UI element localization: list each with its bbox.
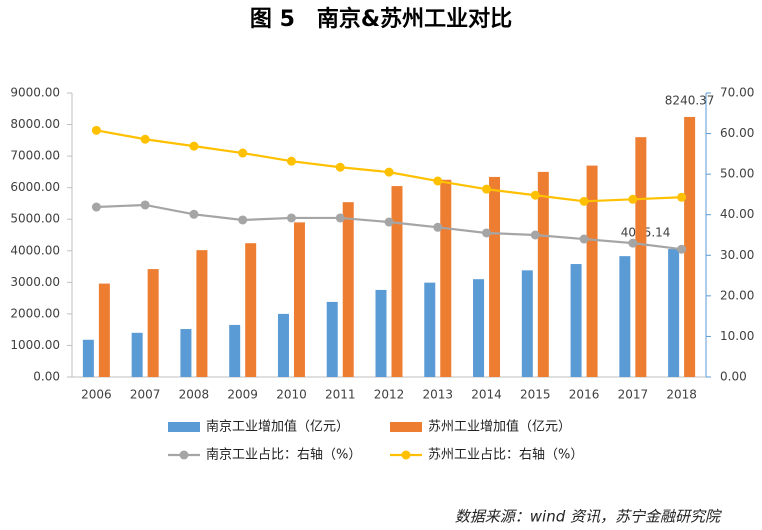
bar: [489, 176, 501, 377]
point: [238, 215, 248, 225]
point: [433, 176, 443, 186]
point: [238, 148, 248, 158]
x-tick-label: 2006: [81, 388, 112, 402]
bar: [635, 137, 647, 377]
bar: [342, 202, 354, 377]
bar: [180, 329, 192, 377]
point: [189, 209, 199, 219]
bar: [473, 279, 485, 377]
x-tick-label: 2010: [276, 388, 307, 402]
bar: [293, 222, 305, 377]
x-tick-label: 2015: [520, 388, 551, 402]
bar: [570, 264, 582, 377]
point: [579, 196, 589, 206]
y-tick-label: 0.00: [33, 370, 60, 384]
legend-swatch: [179, 450, 189, 460]
bar: [131, 332, 143, 377]
y-tick-label: 4000.00: [10, 243, 60, 257]
bar: [196, 250, 208, 377]
bar: [391, 186, 403, 377]
point: [530, 230, 540, 240]
y-tick-label: 2000.00: [10, 306, 60, 320]
point: [140, 200, 150, 210]
point: [286, 213, 296, 223]
y-tick-label: 6000.00: [10, 180, 60, 194]
point: [677, 192, 687, 202]
bar: [229, 324, 241, 377]
point: [189, 141, 199, 151]
point: [579, 234, 589, 244]
bar: [375, 289, 387, 377]
y2-tick-label: 20.00: [720, 288, 754, 302]
legend-swatch: [168, 422, 200, 432]
point: [530, 190, 540, 200]
point: [335, 213, 345, 223]
y2-tick-label: 0.00: [720, 370, 747, 384]
x-tick-label: 2012: [374, 388, 405, 402]
x-tick-label: 2009: [227, 388, 258, 402]
bar: [586, 165, 598, 377]
point: [384, 217, 394, 227]
x-tick-label: 2008: [179, 388, 210, 402]
chart-title: 图 5 南京&苏州工业对比: [250, 6, 512, 32]
bar: [82, 339, 94, 377]
legend-label: 南京工业占比：右轴（%）: [206, 447, 361, 463]
y-tick-label: 8000.00: [10, 117, 60, 131]
point: [286, 156, 296, 166]
point: [628, 194, 638, 204]
legend-swatch: [401, 450, 411, 460]
point: [140, 134, 150, 144]
bar: [277, 313, 289, 377]
point: [335, 162, 345, 172]
point: [628, 238, 638, 248]
x-tick-label: 2011: [325, 388, 356, 402]
point: [91, 125, 101, 135]
point: [384, 167, 394, 177]
x-tick-label: 2018: [666, 388, 697, 402]
y-tick-label: 3000.00: [10, 275, 60, 289]
legend-label: 苏州工业增加值（亿元）: [428, 419, 571, 435]
bar: [537, 171, 549, 377]
x-tick-label: 2013: [422, 388, 453, 402]
y-tick-label: 9000.00: [10, 86, 60, 100]
bar: [684, 116, 696, 377]
point: [91, 202, 101, 212]
bar: [668, 249, 680, 377]
bar: [440, 179, 452, 377]
y-tick-label: 1000.00: [10, 338, 60, 352]
y2-tick-label: 10.00: [720, 329, 754, 343]
x-tick-label: 2017: [618, 388, 649, 402]
point: [677, 244, 687, 254]
legend-label: 苏州工业占比：右轴（%）: [428, 447, 583, 463]
source-note: 数据来源：wind 资讯，苏宁金融研究院: [455, 508, 722, 526]
x-tick-label: 2016: [569, 388, 600, 402]
y2-tick-label: 70.00: [720, 86, 754, 100]
bar: [521, 270, 533, 377]
x-tick-label: 2014: [471, 388, 502, 402]
bar: [245, 243, 257, 377]
y-tick-label: 5000.00: [10, 212, 60, 226]
data-label: 8240.37: [665, 93, 715, 107]
bar: [424, 282, 436, 377]
x-tick-label: 2007: [130, 388, 161, 402]
bar: [98, 283, 110, 377]
y2-tick-label: 30.00: [720, 248, 754, 262]
legend-swatch: [390, 422, 422, 432]
y2-tick-label: 50.00: [720, 167, 754, 181]
bar: [619, 256, 631, 377]
bar: [147, 269, 159, 377]
point: [433, 222, 443, 232]
y2-tick-label: 40.00: [720, 207, 754, 221]
point: [482, 228, 492, 238]
y2-tick-label: 60.00: [720, 126, 754, 140]
point: [482, 184, 492, 194]
bar: [326, 301, 338, 377]
legend-label: 南京工业增加值（亿元）: [206, 419, 349, 435]
y-tick-label: 7000.00: [10, 149, 60, 163]
